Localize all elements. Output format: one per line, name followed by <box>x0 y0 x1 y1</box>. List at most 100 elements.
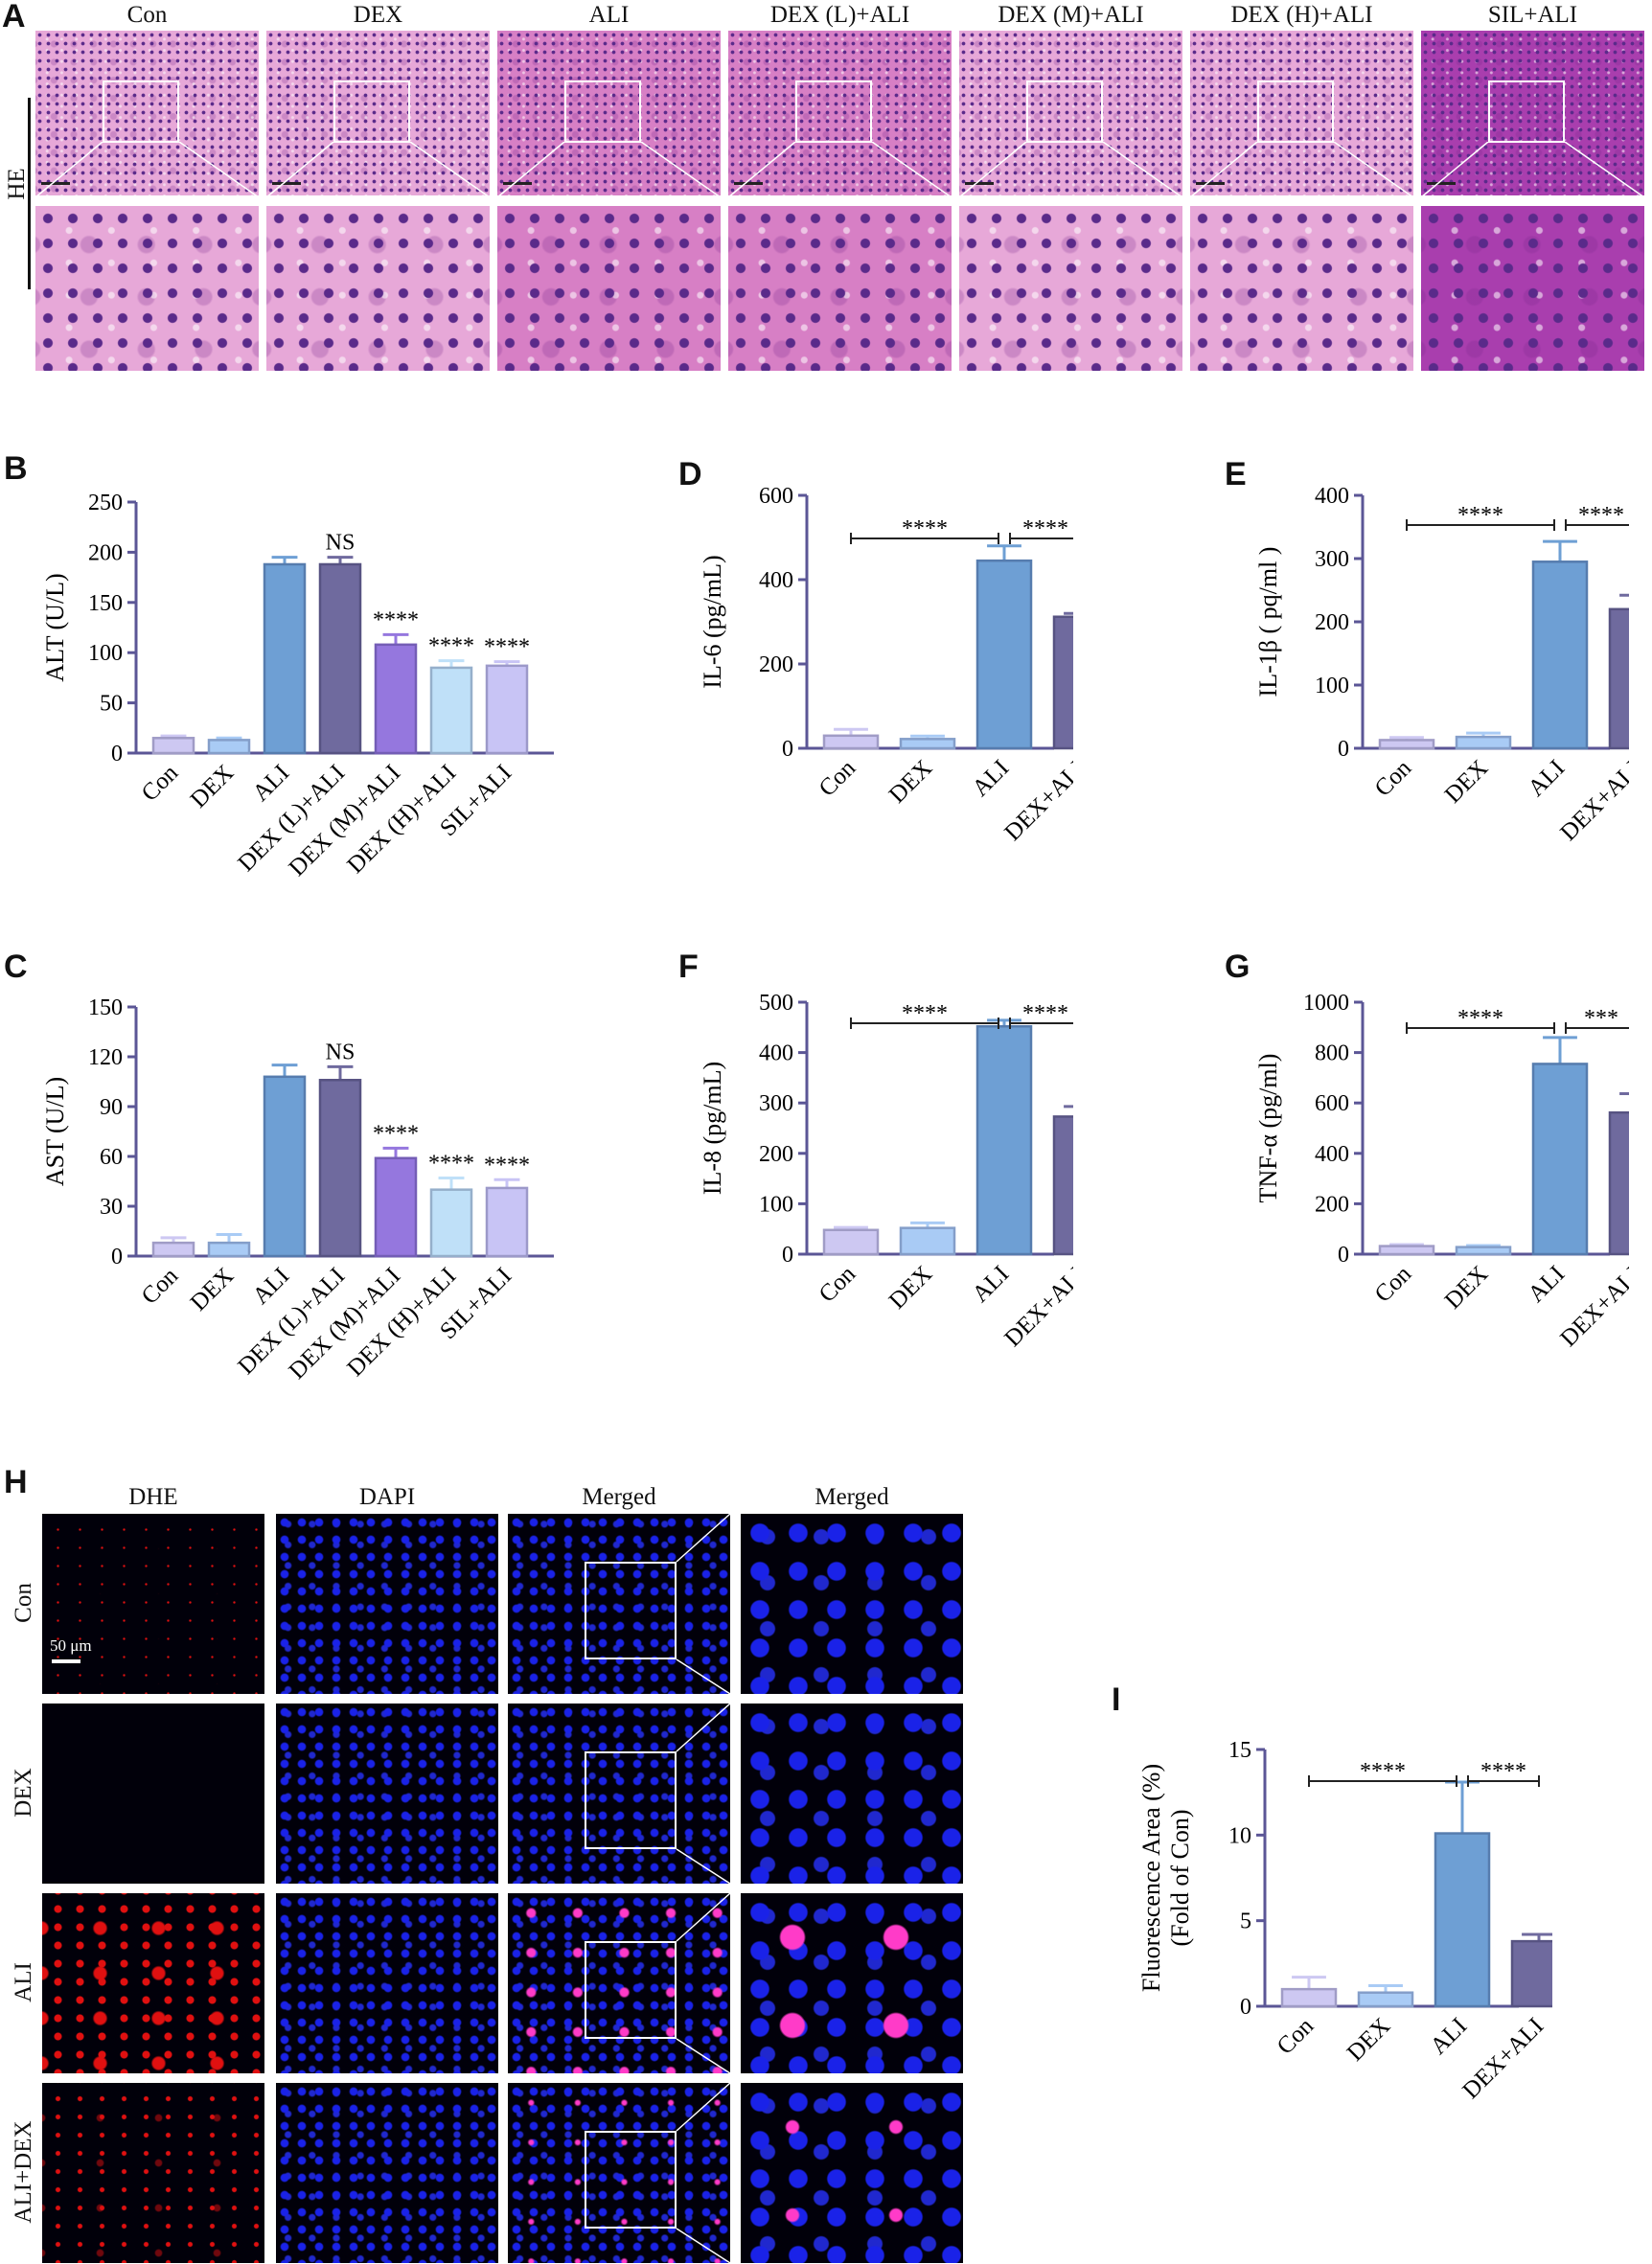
bar-dex-ali <box>1608 607 1652 750</box>
connector-line <box>676 2082 731 2132</box>
merged-image <box>508 1514 730 1694</box>
y-tick-label: 5 <box>1240 1910 1251 1934</box>
y-tick-label: 0 <box>1338 1243 1349 1268</box>
y-axis-label-secondary: (Fold of Con) <box>1166 1810 1194 1947</box>
y-tick-label: 100 <box>88 641 123 666</box>
tnfa-bar-chart: 0 200 400 600 800 1000 TNF-α (pg/ml) Con DEX ALI D… <box>1246 985 1652 1411</box>
fluorescence-row-label: ALI+DEX <box>11 2120 36 2224</box>
significance-label: NS <box>326 1040 356 1064</box>
y-tick-label: 10 <box>1228 1823 1251 1848</box>
he-overview-image <box>266 31 490 195</box>
y-tick-label: 600 <box>759 484 793 509</box>
connector-line <box>640 142 721 198</box>
scale-bar <box>272 182 301 185</box>
scale-bar-label: 50 μm <box>50 1636 92 1655</box>
comparison-significance-label: **** <box>902 1001 948 1026</box>
bar-dex-h-ali <box>429 1188 473 1258</box>
zoom-region-box <box>795 80 872 143</box>
x-tick-label: Con <box>1370 755 1417 802</box>
significance-label: NS <box>326 531 356 556</box>
y-tick-label: 60 <box>100 1145 123 1170</box>
he-zoom-image <box>1421 206 1644 371</box>
x-tick-label: ALI <box>968 755 1015 802</box>
connector-line <box>676 1848 731 1885</box>
bar-ali <box>263 562 307 755</box>
zoom-region-box <box>333 80 410 143</box>
merged-image <box>508 1704 730 1884</box>
bar-dex-ali <box>1608 1110 1652 1256</box>
scale-bar <box>41 182 70 185</box>
he-overview-image <box>1421 31 1644 195</box>
merged-zoom-image <box>741 1893 963 2073</box>
zoom-connector <box>676 1513 731 1695</box>
y-tick-label: 200 <box>759 1142 793 1167</box>
x-tick-label: Con <box>137 1263 184 1310</box>
panel-label-c: C <box>4 949 28 985</box>
bar-con <box>1280 1987 1338 2008</box>
alt-bar-chart: 0 50 100 150 200 250 ALT (U/L) Con DEX ALI DEX (L)… <box>29 479 556 934</box>
connector-line <box>1421 142 1489 198</box>
dhe-image <box>42 1704 264 1884</box>
merged-zoom-image <box>741 1704 963 1884</box>
y-tick-label: 15 <box>1228 1738 1251 1763</box>
y-tick-label: 50 <box>100 692 123 717</box>
y-tick-label: 0 <box>1240 1995 1251 2020</box>
y-tick-label: 200 <box>1315 1192 1349 1217</box>
x-tick-label: ALI <box>248 760 295 807</box>
x-tick-label: Con <box>137 760 184 807</box>
bar-dex-l-ali <box>318 562 362 755</box>
panel-label-i: I <box>1112 1681 1121 1718</box>
dapi-image <box>276 1514 498 1694</box>
zoom-region-box <box>585 1941 677 2039</box>
zoom-connector <box>676 2082 731 2264</box>
bar-dex-ali <box>1052 1115 1110 1256</box>
y-tick-label: 400 <box>759 1041 793 1066</box>
x-tick-label: Con <box>815 1261 861 1308</box>
y-tick-label: 1000 <box>1303 991 1349 1016</box>
y-axis-label: ALT (U/L) <box>41 573 69 681</box>
connector-line <box>409 142 490 198</box>
significance-label: **** <box>484 1153 530 1178</box>
x-tick-label: ALI <box>248 1263 295 1310</box>
dhe-image <box>42 1893 264 2073</box>
he-column-header: DEX (H)+ALI <box>1230 2 1373 28</box>
connector-line <box>35 142 103 198</box>
he-overview-image <box>1190 31 1413 195</box>
bar-ali <box>975 559 1033 750</box>
merged-zoom-image <box>741 2083 963 2263</box>
he-column-header: DEX (L)+ALI <box>769 2 910 28</box>
y-tick-label: 0 <box>1338 737 1349 762</box>
zoom-connector <box>676 1892 731 2074</box>
y-axis-label: IL-8 (pg/mL) <box>699 1062 726 1195</box>
x-tick-label: DEX <box>186 1263 239 1315</box>
y-tick-label: 300 <box>759 1091 793 1116</box>
comparison-significance-label: **** <box>1578 503 1624 528</box>
bar-ali <box>263 1075 307 1258</box>
zoom-connector <box>728 142 952 198</box>
he-zoom-image <box>1190 206 1413 371</box>
connector-line <box>178 142 259 198</box>
bar-con <box>1378 739 1435 750</box>
y-tick-label: 150 <box>88 591 123 616</box>
y-tick-label: 0 <box>111 742 123 766</box>
x-tick-label: DEX <box>884 755 937 808</box>
x-tick-label: Con <box>1273 2013 1319 2060</box>
x-tick-label: DEX <box>1342 2013 1395 2066</box>
zoom-region-box <box>585 1562 677 1659</box>
y-tick-label: 400 <box>1315 1142 1349 1167</box>
x-tick-label: DEX+ALI <box>1457 2013 1549 2104</box>
y-tick-label: 400 <box>1315 484 1349 509</box>
panel-label-b: B <box>4 450 28 487</box>
y-tick-label: 100 <box>1315 674 1349 698</box>
y-tick-label: 150 <box>88 995 123 1020</box>
bar-con <box>822 1228 880 1256</box>
il1b-bar-chart: 0 100 200 300 400 IL-1β ( pq/ml ) Con DEX ALI DEX… <box>1246 479 1652 905</box>
x-tick-label: DEX+ALI <box>1555 1261 1629 1352</box>
significance-label: **** <box>373 1121 419 1146</box>
zoom-connector <box>676 1703 731 1885</box>
bar-ali <box>1434 1832 1491 2008</box>
y-axis-label: TNF-α (pg/ml) <box>1254 1054 1282 1203</box>
y-tick-label: 200 <box>1315 610 1349 635</box>
zoom-region-box <box>585 1751 677 1849</box>
connector-line <box>676 1703 731 1752</box>
